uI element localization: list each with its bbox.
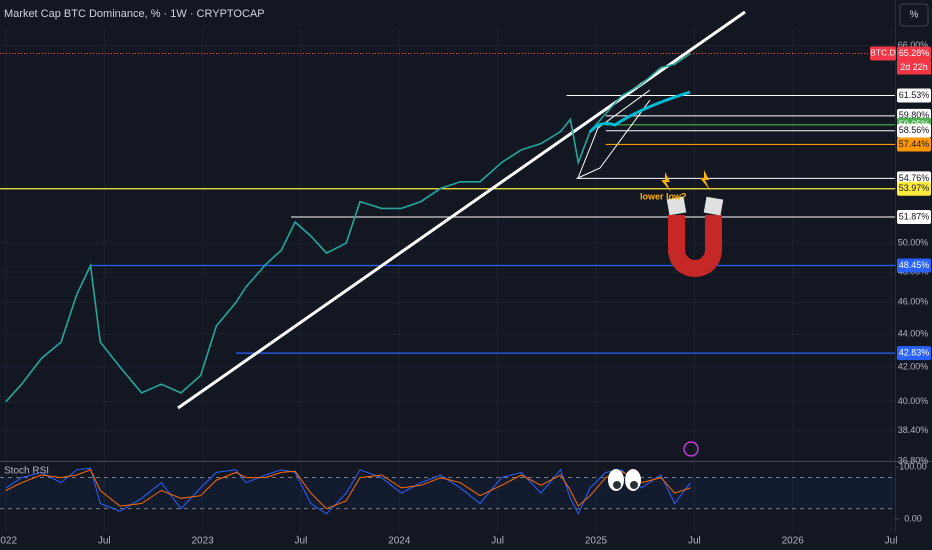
data-line [5, 52, 691, 403]
magnet-tip [666, 196, 687, 216]
symbol-label: BTC.D [870, 48, 896, 58]
spark [700, 170, 710, 190]
magnet-body [668, 215, 722, 277]
x-tick-label: Jul [98, 536, 111, 547]
stoch-pane [0, 466, 899, 520]
countdown-badge [897, 60, 931, 75]
moving-average [588, 90, 691, 134]
y-tick-label: 38.40% [898, 425, 929, 435]
grid [0, 30, 895, 532]
spark [661, 172, 671, 192]
pupil [613, 481, 621, 489]
chart-title: Market Cap BTC Dominance, % · 1W · CRYPT… [4, 8, 265, 20]
x-tick-label: 2025 [585, 536, 608, 547]
countdown-label: 2d 22h [900, 62, 928, 72]
level-label: 53.97% [899, 183, 930, 193]
x-tick-label: Jul [295, 536, 308, 547]
y-tick-label: 36.80% [898, 455, 929, 465]
level-label: 58.56% [899, 125, 930, 135]
symbol-badge [870, 46, 896, 61]
level-badge [897, 258, 931, 273]
x-tick-label: 2024 [388, 536, 411, 547]
x-tick-label: Jul [885, 536, 898, 547]
data-line [5, 467, 691, 516]
y-tick-label: 66.00% [898, 40, 929, 50]
level-label: 42.83% [899, 347, 930, 357]
level-badge [897, 88, 931, 103]
trend-line [177, 10, 746, 410]
level-label: 54.76% [899, 173, 930, 183]
y-tick-label: 42.00% [898, 361, 929, 371]
level-badge [897, 346, 931, 361]
pane-title: Stoch RSI [4, 466, 49, 477]
level-label: 51.87% [899, 211, 930, 221]
stoch-band-fill [0, 477, 895, 509]
level-label: 65.28% [899, 48, 930, 58]
level-label: 57.44% [899, 139, 930, 149]
pupil [630, 481, 638, 489]
level-badge [897, 181, 931, 196]
axes: 2022 Jul 2023 Jul 2024 Jul 2025 Jul 2026 Jul 66.00… [0, 40, 931, 547]
x-tick-label: Jul [491, 536, 504, 547]
level-badge [897, 46, 931, 61]
x-tick-label: 2023 [191, 536, 214, 547]
levels [0, 52, 895, 354]
alert-icon[interactable] [683, 441, 699, 457]
magnet-tip [703, 196, 724, 216]
channel-lines [577, 89, 651, 179]
y-tick-label: 100.00 [899, 462, 927, 472]
y-tick-label: 40.00% [898, 396, 929, 406]
level-badge [897, 123, 931, 138]
x-tick-label: 2022 [0, 536, 17, 547]
y-tick-label: 46.00% [898, 297, 929, 307]
level-badge [897, 137, 931, 152]
magnet-icon [661, 170, 724, 277]
eyes-icon [608, 469, 641, 491]
x-tick-label: 2026 [782, 536, 805, 547]
level-label: 48.45% [899, 260, 930, 270]
level-label: 59.80% [899, 110, 930, 120]
x-tick-label: Jul [688, 536, 701, 547]
scale-button-label[interactable]: % [910, 10, 919, 21]
series [5, 52, 691, 403]
level-badge [897, 209, 931, 224]
annotation: lower low? [640, 191, 687, 201]
y-tick-label: 0.00 [904, 513, 922, 523]
scale-button[interactable] [899, 3, 929, 27]
y-tick-label: 50.00% [898, 237, 929, 247]
level-label: 61.53% [899, 90, 930, 100]
y-tick-label: 44.00% [898, 328, 929, 338]
data-line [5, 469, 691, 510]
